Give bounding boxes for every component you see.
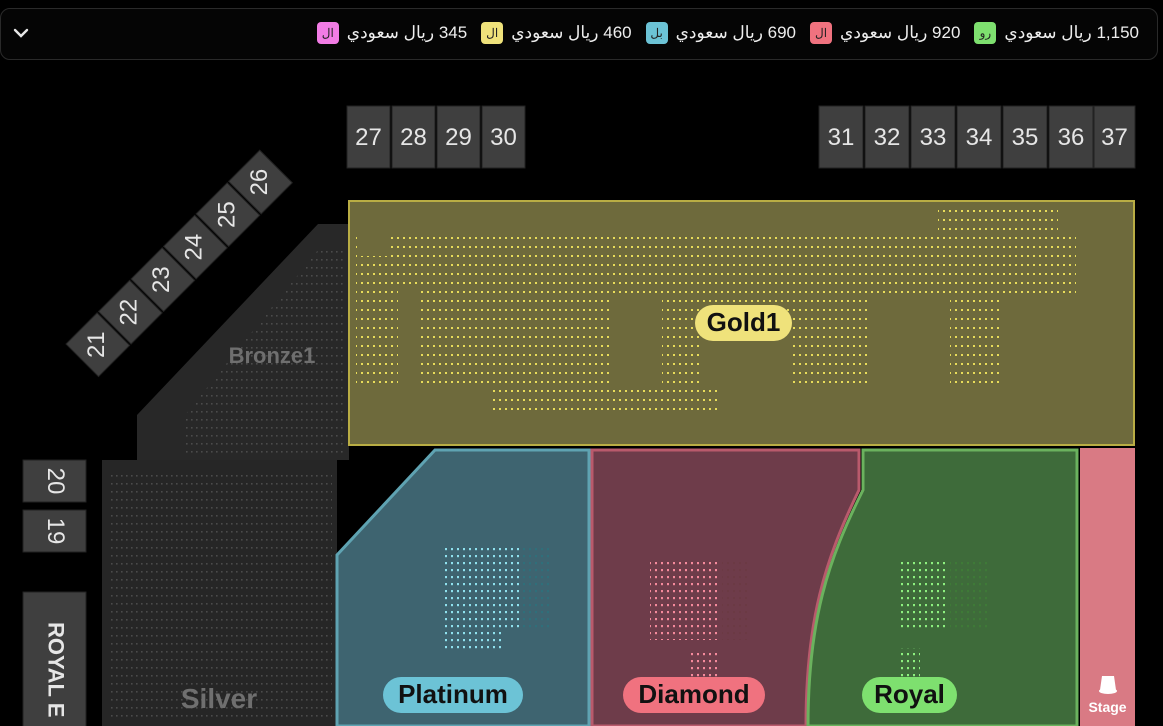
gold1-label-pill [695, 305, 792, 341]
gate-24[interactable]: 24 [162, 214, 228, 280]
stage-icon [1099, 676, 1117, 694]
legend-item-platinum[interactable]: بل 690 ريال سعودي [645, 22, 797, 44]
svg-text:Platinum: Platinum [398, 679, 508, 709]
stage: Stage [1080, 448, 1135, 726]
gate-31[interactable]: 31 [818, 105, 864, 169]
royal-label-pill [862, 677, 957, 713]
svg-text:26: 26 [246, 169, 273, 196]
legend-swatch: رو [974, 22, 997, 44]
diagonal-gates: 21 22 23 24 25 26 [65, 149, 293, 378]
gate-21[interactable]: 21 [65, 312, 131, 378]
gate-22[interactable]: 22 [97, 279, 163, 345]
legend-item-diamond[interactable]: ال 920 ريال سعودي [810, 22, 960, 44]
legend-price: 920 ريال سعودي [840, 23, 961, 42]
legend-price: 460 ريال سعودي [511, 23, 632, 42]
svg-text:Royal: Royal [874, 679, 945, 709]
zone-gold1[interactable]: Gold1 [348, 200, 1135, 446]
svg-text:28: 28 [400, 124, 427, 151]
price-legend-bar: رو 1,150 ريال سعودي ال 920 ريال سعودي بل… [0, 8, 1158, 60]
gate-34[interactable]: 34 [956, 105, 1002, 169]
gate-27[interactable]: 27 [346, 105, 391, 169]
gate-23[interactable]: 23 [130, 247, 196, 313]
svg-text:Gold1: Gold1 [707, 307, 781, 337]
svg-text:23: 23 [148, 266, 175, 293]
gate-32[interactable]: 32 [864, 105, 910, 169]
diamond-label-pill [623, 677, 765, 713]
legend-item-gold[interactable]: ال 460 ريال سعودي [481, 22, 632, 44]
gate-37[interactable]: 37 [1093, 105, 1136, 169]
legend-price: 690 ريال سعودي [675, 23, 797, 42]
zone-diamond[interactable]: Diamond [590, 448, 861, 726]
svg-text:Stage: Stage [1088, 699, 1126, 715]
gate-25[interactable]: 25 [195, 182, 261, 248]
royal-entrance-gate[interactable]: ROYAL E [22, 591, 87, 726]
legend-swatch: بل [645, 22, 668, 44]
svg-text:32: 32 [874, 124, 901, 151]
zone-bronze1[interactable]: Bronze1 [137, 224, 349, 460]
gate-28[interactable]: 28 [391, 105, 436, 169]
svg-text:37: 37 [1101, 124, 1128, 151]
gate-36[interactable]: 36 [1048, 105, 1094, 169]
svg-text:31: 31 [828, 124, 855, 151]
gate-26[interactable]: 26 [227, 149, 293, 215]
chevron-down-icon[interactable] [11, 23, 31, 43]
price-legend: رو 1,150 ريال سعودي ال 920 ريال سعودي بل… [316, 22, 1139, 44]
svg-text:20: 20 [42, 468, 69, 495]
svg-text:30: 30 [490, 124, 517, 151]
svg-text:34: 34 [966, 124, 993, 151]
svg-text:Diamond: Diamond [638, 679, 749, 709]
svg-text:29: 29 [445, 124, 472, 151]
svg-text:Bronze1: Bronze1 [229, 343, 316, 368]
gate-29[interactable]: 29 [436, 105, 481, 169]
gate-35[interactable]: 35 [1002, 105, 1048, 169]
legend-swatch: ال [316, 22, 339, 44]
svg-text:22: 22 [116, 299, 143, 326]
svg-text:19: 19 [42, 518, 69, 545]
legend-item-royal[interactable]: رو 1,150 ريال سعودي [974, 22, 1139, 44]
gate-19[interactable]: 19 [22, 509, 87, 553]
legend-swatch: ال [810, 22, 833, 44]
gate-33[interactable]: 33 [910, 105, 956, 169]
svg-text:24: 24 [181, 234, 208, 261]
legend-swatch: ال [481, 22, 504, 44]
side-gates: 20 19 ROYAL E [22, 459, 87, 726]
svg-text:27: 27 [355, 124, 382, 151]
svg-text:ROYAL E: ROYAL E [44, 622, 69, 717]
legend-item-pink[interactable]: ال 345 ريال سعودي [316, 22, 468, 44]
svg-text:36: 36 [1058, 124, 1085, 151]
svg-text:33: 33 [920, 124, 947, 151]
gate-30[interactable]: 30 [481, 105, 526, 169]
zone-silver[interactable]: Silver [102, 460, 337, 726]
platinum-label-pill [383, 677, 523, 713]
svg-text:35: 35 [1012, 124, 1039, 151]
legend-price: 1,150 ريال سعودي [1004, 23, 1139, 42]
svg-text:25: 25 [213, 201, 240, 228]
svg-text:21: 21 [83, 331, 110, 358]
svg-text:Silver: Silver [181, 683, 257, 714]
zone-platinum[interactable]: Platinum [335, 448, 591, 726]
top-gates-right: 31 32 33 34 35 36 37 [818, 105, 1136, 169]
gate-20[interactable]: 20 [22, 459, 87, 503]
top-gates-left: 27 28 29 30 [346, 105, 526, 169]
legend-price: 345 ريال سعودي [346, 23, 468, 42]
